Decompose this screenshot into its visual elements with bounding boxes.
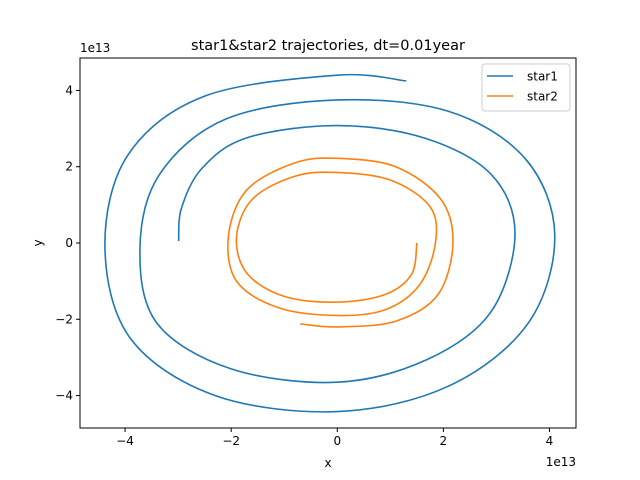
y-axis-label: y: [31, 239, 45, 246]
legend: star1 star2: [481, 63, 571, 112]
y-tick-label: 4: [65, 83, 73, 97]
y-axis: −4 −2 0 2 4: [55, 83, 80, 403]
plot-area: [79, 57, 577, 429]
y-tick-label: 0: [65, 236, 73, 250]
x-axis: −4 −2 0 2 4: [116, 428, 553, 448]
x-tick-label: 2: [440, 434, 448, 448]
legend-label-star1: star1: [527, 70, 558, 84]
x-axis-multiplier: 1e13: [546, 455, 576, 469]
y-tick-label: 2: [65, 160, 73, 174]
legend-label-star2: star2: [527, 90, 558, 104]
series-line-star2: [227, 157, 454, 328]
y-tick-label: −2: [55, 312, 73, 326]
x-tick-label: 0: [333, 434, 341, 448]
x-tick-label: 4: [546, 434, 554, 448]
x-axis-label: x: [324, 456, 331, 470]
series-layer: [104, 73, 556, 413]
y-tick-label: −4: [55, 389, 73, 403]
x-tick-label: −4: [116, 434, 134, 448]
chart-title: star1&star2 trajectories, dt=0.01year: [191, 38, 465, 54]
axes-background: [80, 58, 576, 428]
series-line-star1: [104, 73, 556, 413]
y-axis-multiplier: 1e13: [80, 41, 110, 55]
x-tick-label: −2: [222, 434, 240, 448]
